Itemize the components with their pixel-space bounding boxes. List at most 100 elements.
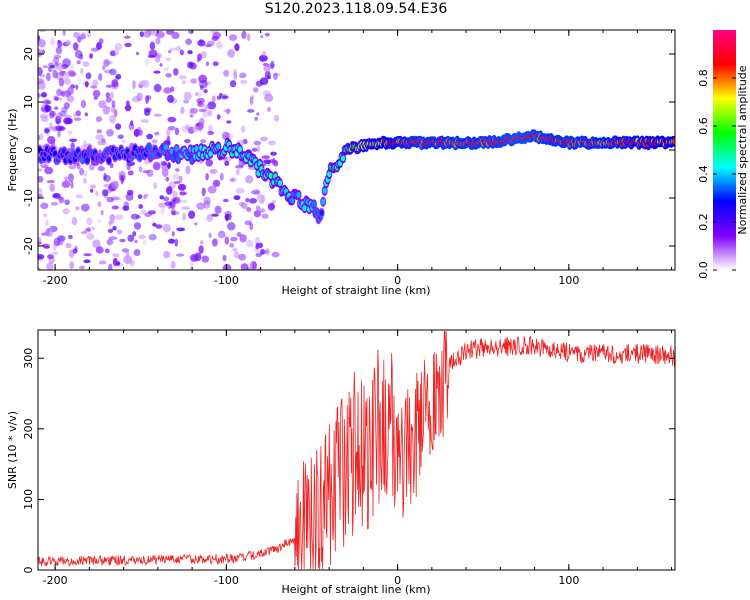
noise-blob <box>212 238 218 247</box>
ridge-core <box>277 180 283 187</box>
snr-x-axis-label: Height of straight line (km) <box>281 583 430 596</box>
colorbar-tick-label: 0.2 <box>697 213 710 231</box>
noise-blob <box>82 61 90 67</box>
snr-y-tick-label: 200 <box>22 418 35 439</box>
noise-blob <box>73 113 77 118</box>
noise-blob <box>50 37 56 46</box>
colorbar-tick-label: 0.6 <box>697 117 710 135</box>
noise-blob <box>163 250 171 259</box>
noise-blob <box>219 172 224 181</box>
noise-blob <box>198 74 208 84</box>
noise-blob <box>250 95 255 100</box>
noise-blob <box>45 219 49 227</box>
noise-blob <box>255 252 263 258</box>
noise-blob <box>84 81 89 88</box>
noise-blob <box>240 202 248 209</box>
noise-blob <box>211 95 216 103</box>
heatmap-y-axis-label: Frequency (Hz) <box>6 109 19 192</box>
noise-blob <box>155 37 161 45</box>
noise-blob <box>112 225 117 231</box>
noise-blob <box>95 134 104 141</box>
noise-blob <box>67 130 73 135</box>
noise-blob <box>67 70 76 77</box>
ridge-core <box>46 155 51 162</box>
ridge-core <box>163 144 169 151</box>
noise-blob <box>42 49 45 55</box>
noise-blob <box>38 187 43 195</box>
noise-blob <box>79 167 85 176</box>
noise-blob <box>233 68 237 78</box>
noise-blob <box>97 166 106 172</box>
noise-blob <box>38 194 43 198</box>
noise-blob <box>147 30 153 36</box>
noise-blob <box>153 113 162 117</box>
noise-blob <box>267 106 271 112</box>
noise-blob <box>271 251 280 258</box>
noise-blob <box>196 102 205 108</box>
noise-blob <box>200 240 204 245</box>
noise-blob <box>234 43 240 52</box>
noise-blob <box>100 209 104 216</box>
noise-blob <box>142 239 147 246</box>
noise-blob <box>106 196 115 203</box>
noise-blob <box>64 117 73 125</box>
noise-blob <box>179 199 188 204</box>
noise-blob <box>83 170 88 178</box>
ridge-core <box>85 157 90 164</box>
noise-blob <box>126 189 134 196</box>
noise-blob <box>86 232 95 240</box>
noise-blob <box>98 260 107 265</box>
noise-blob <box>200 51 207 59</box>
noise-blob <box>90 184 96 189</box>
noise-blob <box>39 114 48 119</box>
noise-blob <box>261 155 271 160</box>
noise-blob <box>262 249 270 254</box>
ridge-core <box>137 154 142 161</box>
ridge-core <box>319 209 324 216</box>
ridge-core <box>320 198 326 205</box>
noise-blob <box>212 61 219 66</box>
noise-blob <box>38 39 46 48</box>
noise-blob <box>136 92 143 102</box>
noise-blob <box>205 61 210 66</box>
noise-blob <box>38 67 43 76</box>
noise-blob <box>56 62 64 71</box>
noise-blob <box>224 160 230 167</box>
noise-blob <box>63 114 72 119</box>
noise-blob <box>267 75 272 80</box>
noise-blob <box>107 228 114 233</box>
noise-blob <box>179 191 187 196</box>
snr-panel: -200 -100 0 100 0 100 200 300 Height of straigh… <box>6 329 676 596</box>
noise-blob <box>181 206 191 210</box>
noise-blob <box>167 162 171 169</box>
noise-blob <box>132 231 137 237</box>
noise-blob <box>264 93 274 102</box>
noise-blob <box>145 58 150 67</box>
noise-blob <box>196 91 203 97</box>
noise-blob <box>123 255 132 264</box>
noise-blob <box>41 232 48 236</box>
noise-blob <box>201 255 210 263</box>
noise-blob <box>38 48 43 58</box>
noise-blob <box>174 127 180 136</box>
noise-blob <box>110 105 116 113</box>
noise-blob <box>171 210 176 216</box>
noise-blob <box>69 138 78 142</box>
noise-blob <box>61 180 71 188</box>
noise-blob <box>66 95 75 103</box>
noise-blob <box>172 173 180 180</box>
noise-blob <box>143 194 147 200</box>
noise-blob <box>153 70 161 74</box>
noise-blob <box>115 75 119 80</box>
noise-blob <box>108 220 112 227</box>
ridge-core <box>237 146 243 153</box>
noise-blob <box>41 102 46 108</box>
noise-blob <box>190 78 197 84</box>
noise-blob <box>235 168 240 176</box>
noise-blob <box>39 132 44 141</box>
noise-blob <box>153 182 158 190</box>
noise-blob <box>114 42 123 51</box>
noise-blob <box>262 62 269 67</box>
noise-blob <box>160 206 165 215</box>
colorbar: 0.0 0.2 0.4 0.6 0.8 Normalized spectral ampl… <box>697 30 749 279</box>
